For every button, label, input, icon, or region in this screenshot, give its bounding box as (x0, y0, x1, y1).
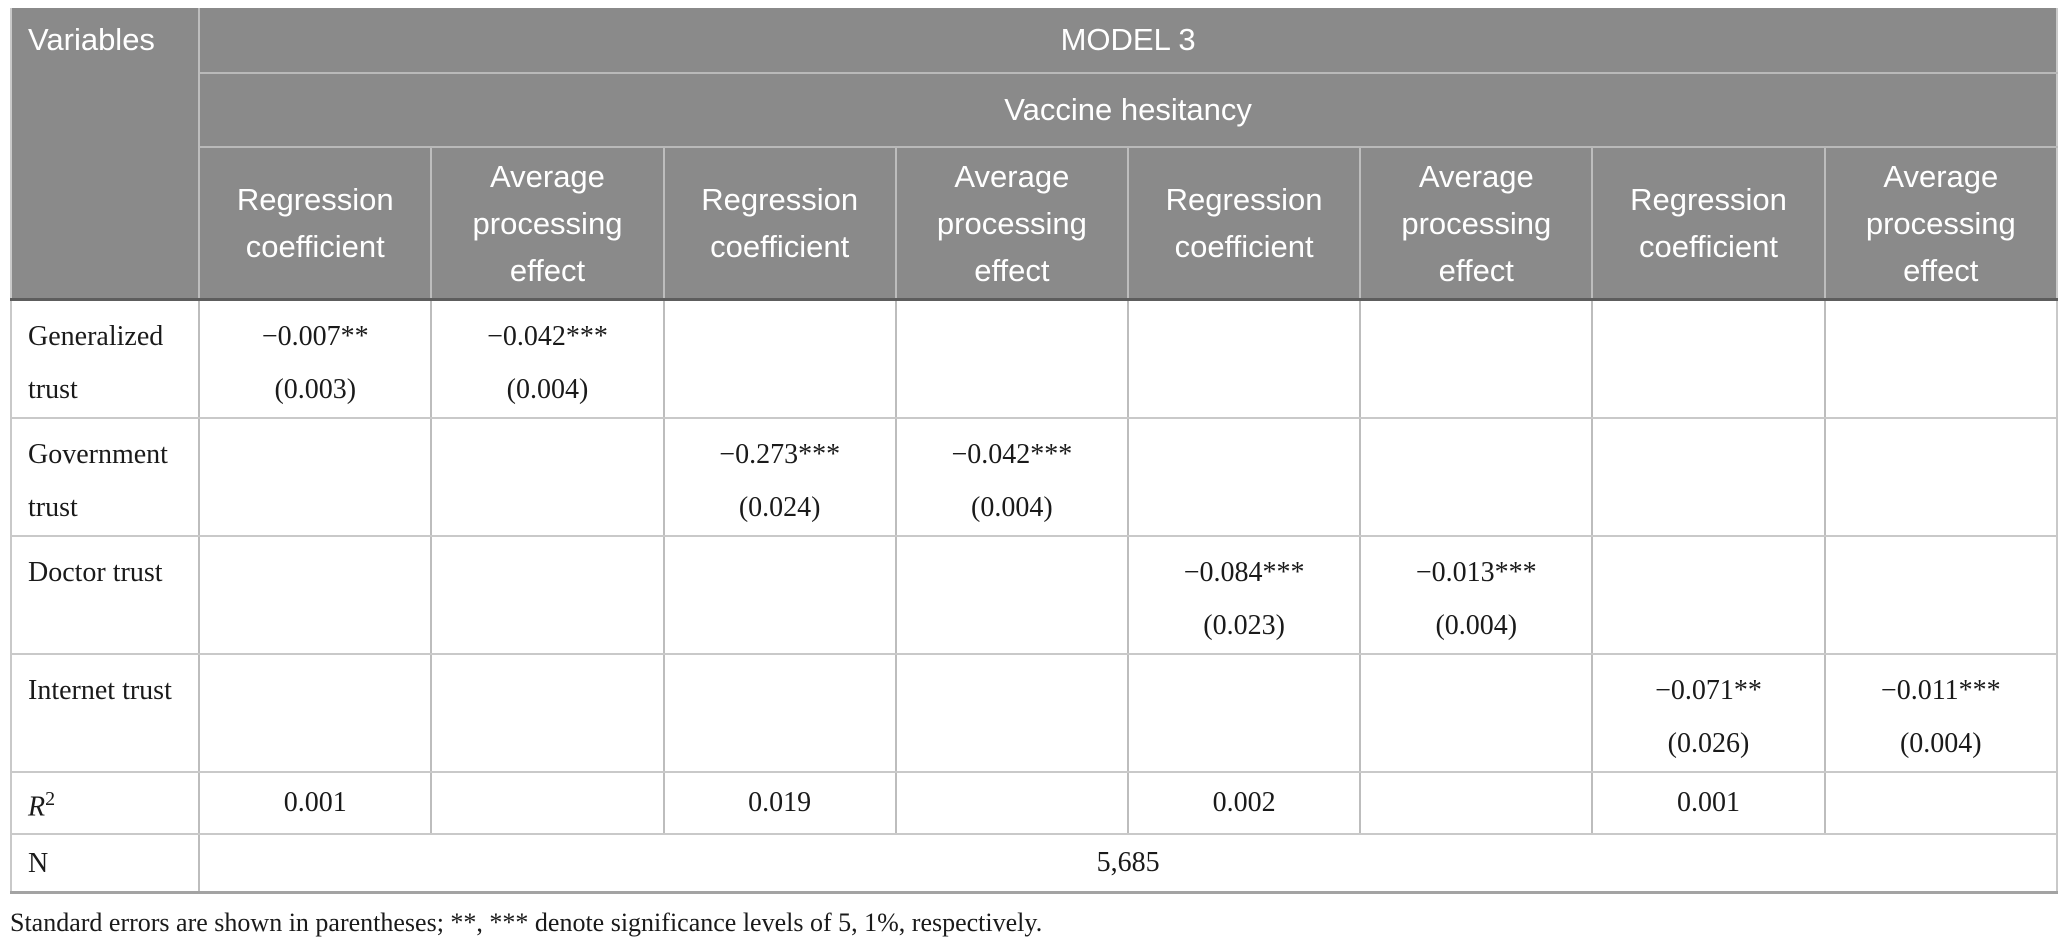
column-header-row: Regression coefficient Average processin… (11, 147, 2057, 301)
standard-error-value: (0.004) (1899, 728, 1982, 759)
table-cell (431, 536, 665, 655)
row-label: Doctor trust (11, 536, 201, 655)
table-cell: −0.084*** (0.023) (1127, 536, 1362, 655)
table-cell: −0.013*** (0.004) (1360, 536, 1594, 655)
table-cell (1824, 299, 2057, 419)
table-cell (1360, 772, 1594, 836)
table-cell: 0.001 (1592, 772, 1826, 836)
table-footnote: Standard errors are shown in parentheses… (10, 907, 1043, 937)
table-cell (1127, 418, 1362, 537)
table-cell (895, 654, 1129, 773)
column-header-regression-coefficient-1: Regression coefficient (199, 147, 433, 301)
table-cell (199, 536, 433, 655)
table-cell (895, 536, 1129, 655)
table-cell: 0.019 (663, 772, 897, 836)
column-header-average-processing-effect-4: Average processing effect (1824, 147, 2057, 301)
standard-error-value: (0.004) (506, 374, 589, 405)
table-cell (199, 418, 433, 537)
regression-results-table: Variables MODEL 3 Vaccine hesitancy Regr… (10, 8, 2058, 894)
r-squared-exponent: 2 (45, 788, 56, 810)
r-squared-symbol: R (28, 791, 46, 823)
table-row-generalized-trust: Generalized trust −0.007** (0.003) −0.042… (11, 299, 2057, 419)
table-row-government-trust: Government trust −0.273*** (0.024) −0.042… (11, 418, 2057, 537)
row-label-n: N (11, 834, 201, 894)
table-header: Variables MODEL 3 Vaccine hesitancy Regr… (11, 8, 2057, 301)
table-cell (431, 418, 665, 537)
outcome-header-cell: Vaccine hesitancy (199, 73, 2057, 148)
table-row-r-squared: R2 0.001 0.019 0.002 0.001 (11, 772, 2057, 836)
table-body: Generalized trust −0.007** (0.003) −0.042… (11, 299, 2057, 894)
table-cell: 0.002 (1127, 772, 1362, 836)
standard-error-value: (0.023) (1203, 610, 1285, 641)
table-cell (895, 299, 1129, 419)
coefficient-value: −0.071** (1655, 675, 1762, 706)
table-cell: −0.042*** (0.004) (895, 418, 1129, 537)
coefficient-value: −0.007** (261, 321, 369, 352)
table-cell (1360, 418, 1594, 537)
column-header-regression-coefficient-2: Regression coefficient (663, 147, 897, 301)
document-page: Variables MODEL 3 Vaccine hesitancy Regr… (10, 8, 2058, 937)
table-cell (1824, 536, 2057, 655)
table-cell (1360, 654, 1594, 773)
standard-error-value: (0.004) (1435, 610, 1518, 641)
table-cell (1592, 536, 1826, 655)
column-header-regression-coefficient-4: Regression coefficient (1592, 147, 1826, 301)
coefficient-value: −0.042*** (951, 439, 1073, 470)
variables-header-cell: Variables (11, 8, 201, 301)
table-cell (1360, 299, 1594, 419)
model-header-cell: MODEL 3 (199, 8, 2057, 74)
column-header-regression-coefficient-3: Regression coefficient (1127, 147, 1362, 301)
table-row-internet-trust: Internet trust −0.071** (0.026) −0.011***… (11, 654, 2057, 773)
column-header-average-processing-effect-3: Average processing effect (1360, 147, 1594, 301)
table-cell (1824, 772, 2057, 836)
table-cell: 0.001 (199, 772, 433, 836)
coefficient-value: −0.042*** (487, 321, 608, 352)
table-cell (199, 654, 433, 773)
table-cell: −0.007** (0.003) (199, 299, 433, 419)
coefficient-value: −0.084*** (1183, 557, 1305, 588)
table-cell (431, 772, 665, 836)
coefficient-value: −0.273*** (719, 439, 841, 470)
standard-error-value: (0.004) (971, 492, 1053, 523)
table-cell (431, 654, 665, 773)
table-cell (663, 654, 897, 773)
row-label: Internet trust (11, 654, 201, 773)
sample-size-value: 5,685 (199, 834, 2057, 894)
table-cell: −0.273*** (0.024) (663, 418, 897, 537)
table-cell (663, 299, 897, 419)
table-row-sample-size: N 5,685 (11, 834, 2057, 894)
column-header-average-processing-effect-2: Average processing effect (895, 147, 1129, 301)
standard-error-value: (0.003) (274, 374, 357, 405)
standard-error-value: (0.024) (738, 492, 821, 523)
column-header-average-processing-effect-1: Average processing effect (431, 147, 665, 301)
table-cell (1592, 299, 1826, 419)
table-cell (1127, 299, 1362, 419)
row-label-r-squared: R2 (11, 772, 201, 836)
table-cell (1592, 418, 1826, 537)
standard-error-value: (0.026) (1667, 728, 1750, 759)
table-cell (1127, 654, 1362, 773)
table-row-doctor-trust: Doctor trust −0.084*** (0.023) −0.013*** (… (11, 536, 2057, 655)
row-label: Government trust (11, 418, 201, 537)
table-cell: −0.071** (0.026) (1592, 654, 1826, 773)
coefficient-value: −0.013*** (1415, 557, 1537, 588)
coefficient-value: −0.011*** (1880, 675, 2001, 706)
row-label: Generalized trust (11, 299, 201, 419)
table-cell: −0.042*** (0.004) (431, 299, 665, 419)
table-cell: −0.011*** (0.004) (1824, 654, 2057, 773)
table-cell (1824, 418, 2057, 537)
table-cell (895, 772, 1129, 836)
table-cell (663, 536, 897, 655)
